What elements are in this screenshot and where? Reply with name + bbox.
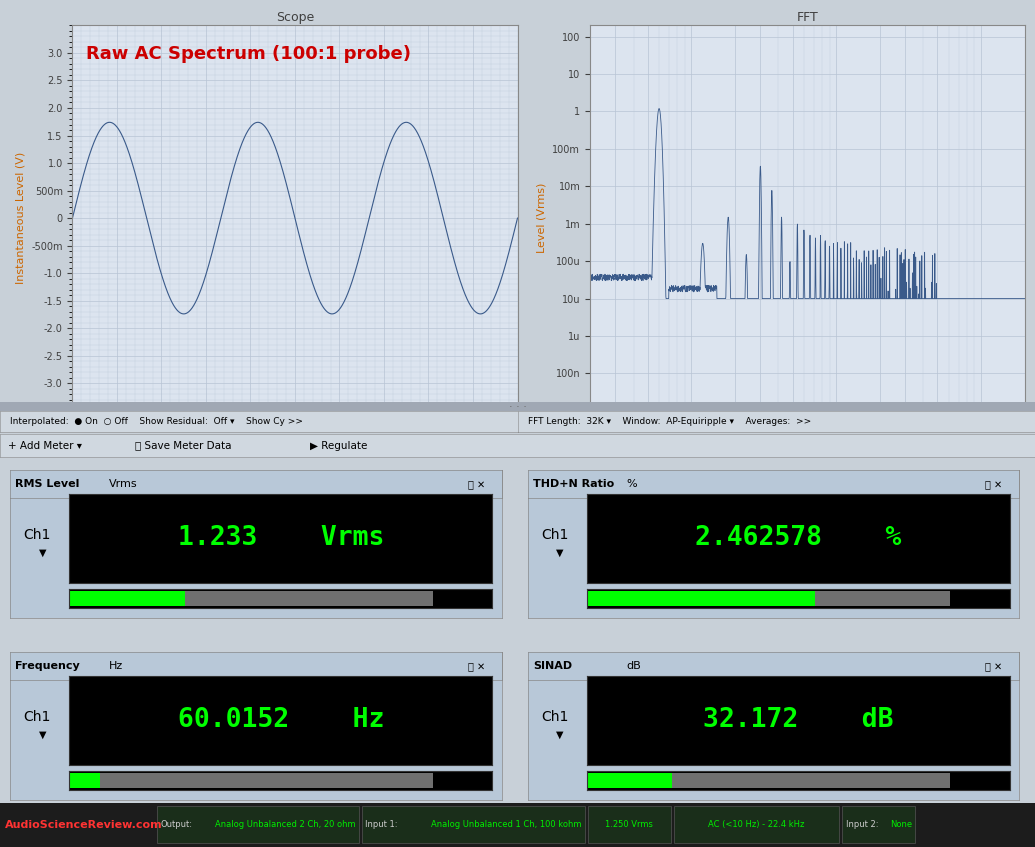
Text: ⧣ ✕: ⧣ ✕ bbox=[468, 662, 484, 671]
Text: Ch1: Ch1 bbox=[24, 711, 51, 724]
Bar bbox=[185, 590, 433, 606]
Text: Ch1: Ch1 bbox=[541, 529, 568, 542]
FancyBboxPatch shape bbox=[362, 806, 585, 844]
Text: · · ·: · · · bbox=[508, 401, 527, 412]
FancyBboxPatch shape bbox=[588, 806, 671, 844]
Text: ⧣ ✕: ⧣ ✕ bbox=[468, 479, 484, 489]
Y-axis label: Level (Vrms): Level (Vrms) bbox=[537, 183, 546, 253]
Bar bbox=[69, 772, 99, 788]
Text: Output:: Output: bbox=[160, 821, 193, 829]
Text: Interpolated:  ● On  ○ Off    Show Residual:  Off ▾    Show Cy >>: Interpolated: ● On ○ Off Show Residual: … bbox=[10, 417, 303, 426]
Y-axis label: Instantaneous Level (V): Instantaneous Level (V) bbox=[16, 152, 26, 285]
Text: ▶ Regulate: ▶ Regulate bbox=[310, 440, 367, 451]
Text: dB: dB bbox=[626, 662, 641, 671]
FancyBboxPatch shape bbox=[674, 806, 839, 844]
Text: Raw AC Spectrum (100:1 probe): Raw AC Spectrum (100:1 probe) bbox=[86, 45, 411, 63]
Text: AudioScienceReview.com: AudioScienceReview.com bbox=[5, 820, 162, 830]
Text: 1.250 Vrms: 1.250 Vrms bbox=[605, 821, 653, 829]
Text: Ch1: Ch1 bbox=[541, 711, 568, 724]
Text: THD+N Ratio: THD+N Ratio bbox=[533, 479, 614, 489]
Text: %: % bbox=[626, 479, 637, 489]
Bar bbox=[672, 772, 950, 788]
Text: + Add Meter ▾: + Add Meter ▾ bbox=[8, 440, 82, 451]
Bar bbox=[99, 772, 433, 788]
FancyBboxPatch shape bbox=[157, 806, 359, 844]
Text: Hz: Hz bbox=[109, 662, 123, 671]
Text: 2.462578    %: 2.462578 % bbox=[696, 525, 901, 551]
Text: 32.172    dB: 32.172 dB bbox=[703, 707, 893, 734]
Text: FFT Length:  32K ▾    Window:  AP-Equiripple ▾    Averages:  >>: FFT Length: 32K ▾ Window: AP-Equiripple … bbox=[528, 417, 811, 426]
Title: FFT: FFT bbox=[796, 11, 819, 25]
Text: ⧣ ✕: ⧣ ✕ bbox=[985, 662, 1002, 671]
Text: Frequency: Frequency bbox=[16, 662, 80, 671]
Text: SINAD: SINAD bbox=[533, 662, 572, 671]
Bar bbox=[816, 590, 950, 606]
Text: Ch1: Ch1 bbox=[24, 529, 51, 542]
Text: Vrms: Vrms bbox=[109, 479, 138, 489]
Text: Input 2:: Input 2: bbox=[846, 821, 878, 829]
X-axis label: Frequency (Hz): Frequency (Hz) bbox=[765, 436, 850, 446]
Text: None: None bbox=[890, 821, 912, 829]
Text: Input 1:: Input 1: bbox=[365, 821, 397, 829]
Text: ▼: ▼ bbox=[38, 548, 46, 558]
Text: ▼: ▼ bbox=[556, 548, 563, 558]
Bar bbox=[587, 590, 816, 606]
Text: 1.233    Vrms: 1.233 Vrms bbox=[178, 525, 384, 551]
Text: 💾 Save Meter Data: 💾 Save Meter Data bbox=[135, 440, 231, 451]
Text: RMS Level: RMS Level bbox=[16, 479, 80, 489]
Bar bbox=[69, 590, 185, 606]
Text: ⧣ ✕: ⧣ ✕ bbox=[985, 479, 1002, 489]
X-axis label: Time (s): Time (s) bbox=[272, 436, 318, 446]
Text: Analog Unbalanced 1 Ch, 100 kohm: Analog Unbalanced 1 Ch, 100 kohm bbox=[432, 821, 582, 829]
Title: Scope: Scope bbox=[276, 11, 314, 25]
Text: AC (<10 Hz) - 22.4 kHz: AC (<10 Hz) - 22.4 kHz bbox=[708, 821, 805, 829]
FancyBboxPatch shape bbox=[842, 806, 915, 844]
Text: Analog Unbalanced 2 Ch, 20 ohm: Analog Unbalanced 2 Ch, 20 ohm bbox=[215, 821, 356, 829]
Text: 60.0152    Hz: 60.0152 Hz bbox=[178, 707, 384, 734]
Text: ▼: ▼ bbox=[38, 730, 46, 740]
Text: ▼: ▼ bbox=[556, 730, 563, 740]
Bar bbox=[587, 772, 672, 788]
